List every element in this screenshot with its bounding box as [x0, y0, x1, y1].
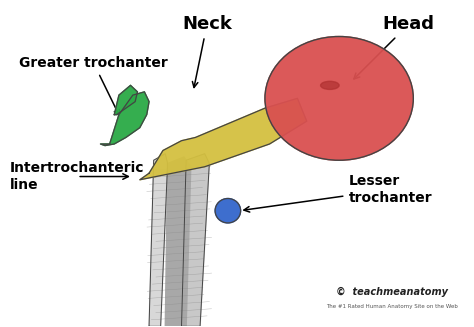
Ellipse shape — [265, 37, 413, 160]
Ellipse shape — [320, 81, 339, 89]
Polygon shape — [165, 157, 191, 326]
Text: The #1 Rated Human Anatomy Site on the Web: The #1 Rated Human Anatomy Site on the W… — [327, 304, 458, 309]
Text: ©  teachmeanatomy: © teachmeanatomy — [337, 287, 448, 297]
Polygon shape — [114, 85, 137, 115]
Text: Greater trochanter: Greater trochanter — [19, 56, 168, 115]
Text: Head: Head — [354, 15, 435, 79]
Text: Neck: Neck — [182, 15, 232, 87]
Polygon shape — [100, 92, 149, 146]
Text: Lesser
trochanter: Lesser trochanter — [244, 174, 432, 212]
Polygon shape — [140, 98, 307, 180]
Text: Intertrochanteric
line: Intertrochanteric line — [10, 162, 145, 192]
Polygon shape — [182, 154, 210, 326]
Polygon shape — [149, 154, 168, 326]
Ellipse shape — [215, 198, 241, 223]
